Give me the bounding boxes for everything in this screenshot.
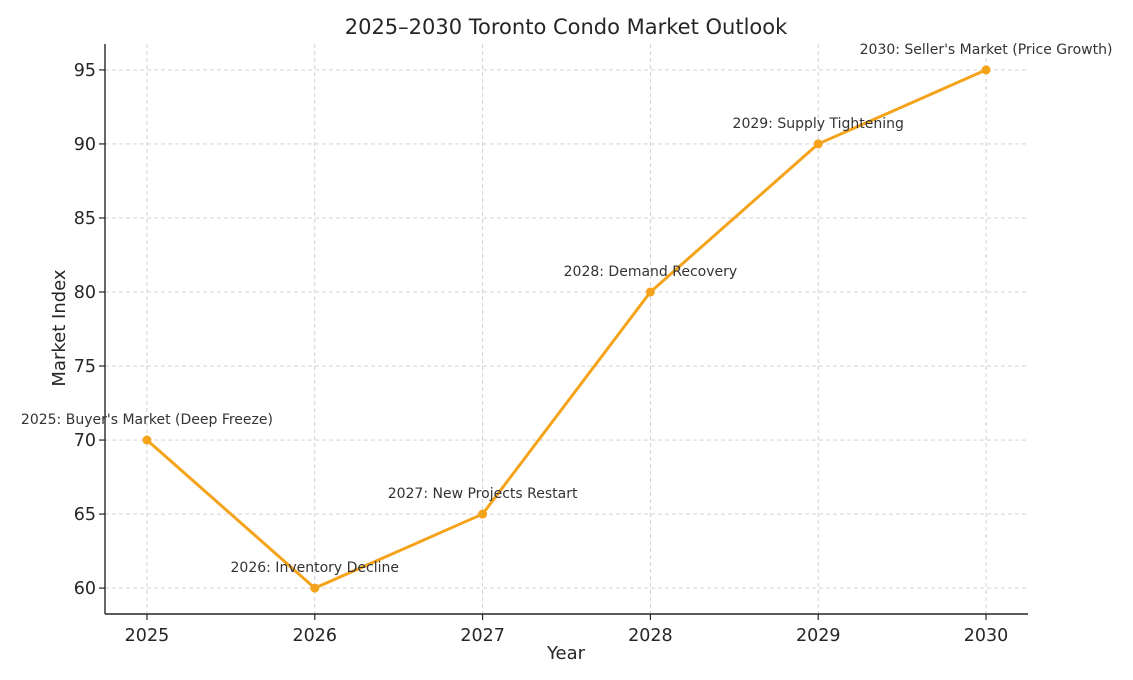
data-point	[981, 65, 991, 75]
x-tick-label: 2025	[125, 626, 170, 646]
y-tick-label: 90	[74, 135, 96, 155]
y-tick-label: 70	[74, 431, 96, 451]
y-tick-label: 95	[74, 61, 96, 81]
y-tick-label: 60	[74, 579, 96, 599]
x-axis-label: Year	[546, 643, 586, 664]
data-point	[813, 139, 823, 149]
data-point	[478, 509, 488, 519]
axes	[104, 44, 1028, 615]
series	[142, 65, 991, 593]
data-point	[142, 435, 152, 445]
x-tick-label: 2030	[964, 626, 1009, 646]
x-tick-label: 2029	[796, 626, 841, 646]
annotation-label: 2028: Demand Recovery	[564, 264, 738, 280]
series-line	[145, 68, 988, 590]
annotation-label: 2026: Inventory Decline	[231, 560, 399, 576]
annotation-label: 2030: Seller's Market (Price Growth)	[860, 42, 1113, 58]
grid	[105, 44, 1028, 614]
y-tick-label: 85	[74, 209, 96, 229]
data-point	[310, 583, 320, 593]
chart-title: 2025–2030 Toronto Condo Market Outlook	[345, 15, 788, 39]
annotation-label: 2027: New Projects Restart	[388, 486, 578, 502]
ticks: 2025 2026 2027 2028 2029 2030 60 65 70 75 80 85 90 95	[74, 61, 1009, 646]
annotations: 2025: Buyer's Market (Deep Freeze) 2026: …	[21, 42, 1113, 576]
y-tick-label: 75	[74, 357, 96, 377]
annotation-label: 2029: Supply Tightening	[733, 116, 904, 132]
x-tick-label: 2028	[628, 626, 673, 646]
y-tick-label: 65	[74, 505, 96, 525]
x-tick-label: 2027	[460, 626, 505, 646]
y-axis-label: Market Index	[49, 269, 70, 386]
annotation-label: 2025: Buyer's Market (Deep Freeze)	[21, 412, 273, 428]
x-tick-label: 2026	[292, 626, 337, 646]
y-tick-label: 80	[74, 283, 96, 303]
data-point	[645, 287, 655, 297]
